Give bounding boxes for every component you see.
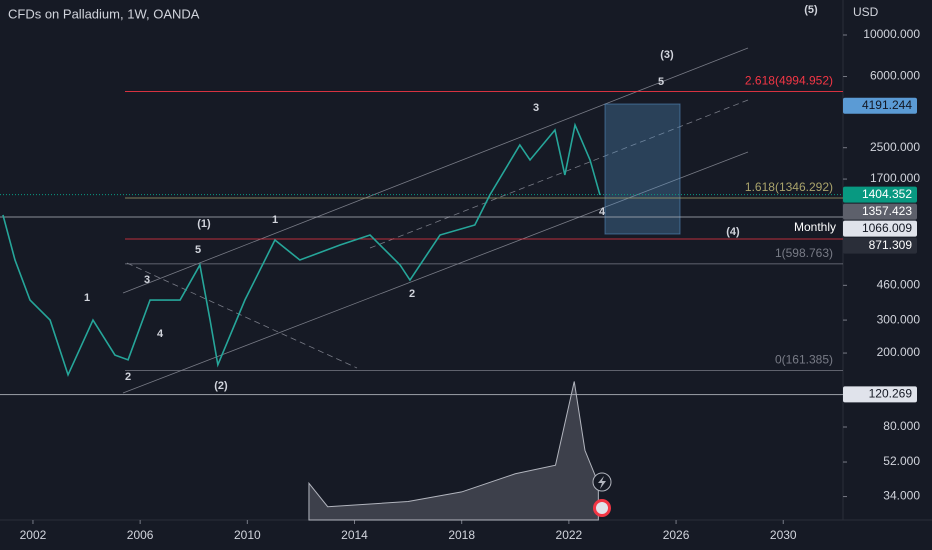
price-label: 1404.352 [862, 187, 912, 201]
fib-label: 1(598.763) [775, 246, 833, 260]
x-tick-label: 2026 [663, 528, 690, 542]
trend-dashed [126, 262, 358, 369]
fib-label: 0(161.385) [775, 353, 833, 367]
channel-mid [369, 99, 749, 249]
price-line [2, 122, 601, 378]
channel-line [122, 151, 749, 394]
x-tick-label: 2018 [448, 528, 475, 542]
wave-label: 3 [144, 274, 150, 286]
wave-label: 1 [84, 292, 90, 304]
channel-line [122, 47, 749, 294]
y-tick-label: 80.000 [883, 419, 920, 433]
price-label-box [843, 203, 917, 220]
fib-label: 1.618(1346.292) [745, 180, 833, 194]
price-label-box [843, 186, 917, 203]
wave-label: 5 [658, 76, 664, 88]
y-tick-label: 10000.000 [863, 27, 920, 41]
event-icon [598, 476, 606, 489]
y-tick-label: 34.000 [883, 489, 920, 503]
y-tick-label: 52.000 [883, 454, 920, 468]
y-tick-label: 1700.000 [870, 171, 920, 185]
price-label: 1066.009 [862, 221, 912, 235]
y-tick-label: 460.000 [877, 278, 921, 292]
projection-box [604, 103, 681, 235]
wave-label: (2) [214, 380, 228, 392]
wave-label: 2 [409, 288, 415, 300]
wave-label: 4 [599, 206, 606, 218]
price-label-box [843, 386, 917, 403]
wave-label: 1 [272, 214, 278, 226]
wave-label: 4 [157, 328, 164, 340]
wave-label: (1) [197, 218, 211, 230]
y-tick-label: 6000.000 [870, 69, 920, 83]
x-tick-label: 2010 [234, 528, 261, 542]
wave-label: 3 [533, 102, 539, 114]
wave-label: 2 [125, 371, 131, 383]
price-label: 120.269 [869, 387, 913, 401]
y-tick-label: 2500.000 [870, 140, 920, 154]
fib-label: 2.618(4994.952) [745, 74, 833, 88]
wave-label: (3) [660, 49, 674, 61]
wave-label: (4) [726, 226, 740, 238]
flag-icon [596, 502, 608, 514]
timeframe-label: Monthly [794, 220, 836, 234]
x-tick-label: 2030 [770, 528, 797, 542]
x-tick-label: 2022 [556, 528, 583, 542]
y-tick-label: 300.000 [877, 312, 921, 326]
price-label-box [843, 220, 917, 237]
y-tick-label: 200.000 [877, 345, 921, 359]
x-tick-label: 2014 [341, 528, 368, 542]
timeframe-box [790, 219, 840, 236]
price-label-box [843, 97, 917, 114]
price-label: 871.309 [869, 238, 913, 252]
price-label-box [843, 237, 917, 254]
axis-unit: USD [853, 5, 879, 19]
x-tick-label: 2002 [20, 528, 47, 542]
price-label: 4191.244 [862, 98, 912, 112]
price-label: 1357.423 [862, 204, 912, 218]
wave-label: 5 [195, 244, 201, 256]
wave-label: (5) [804, 4, 818, 16]
chart-title: CFDs on Palladium, 1W, OANDA [8, 6, 200, 21]
x-tick-label: 2006 [127, 528, 154, 542]
